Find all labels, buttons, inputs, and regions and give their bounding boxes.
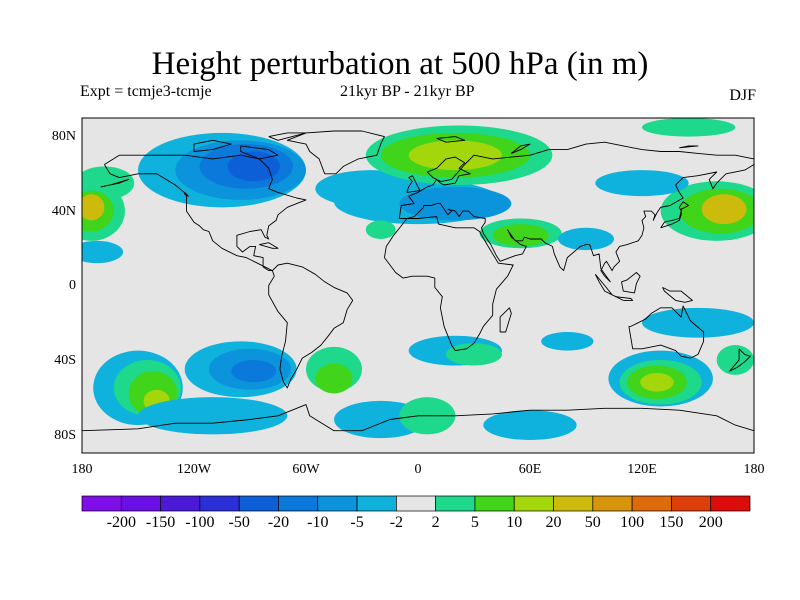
coastline-13 (621, 272, 641, 294)
colorbar-swatch-6 (317, 495, 358, 512)
coastline-1 (268, 262, 354, 389)
contour-region-15 (365, 220, 396, 239)
colorbar-label: -100 (185, 514, 215, 531)
colorbar-swatch-14 (631, 495, 672, 512)
contour-region-35 (138, 397, 288, 435)
colorbar-swatch-3 (199, 495, 240, 512)
contour-region-4 (82, 240, 124, 264)
coastline-6 (286, 130, 385, 175)
contour-region-8 (227, 151, 280, 182)
colorbar-label: -2 (389, 514, 404, 531)
plot-title: Height perturbation at 500 hPa (in m) (151, 46, 649, 82)
colorbar-label: 10 (506, 514, 523, 531)
lon-label-60e: 60E (518, 462, 542, 477)
colorbar-swatch-0 (81, 495, 122, 512)
map-frame (81, 117, 755, 454)
colorbar-label: -150 (145, 514, 176, 531)
colorbar-swatch-8 (396, 495, 436, 512)
lon-label-0: 0 (414, 462, 422, 477)
coastline-20 (193, 139, 232, 152)
colorbar-swatch-1 (120, 495, 161, 512)
coastline-4 (399, 164, 754, 283)
coastline-16 (259, 242, 279, 249)
coastline-9 (660, 201, 690, 229)
period-label: 21kyr BP - 21kyr BP (340, 83, 475, 100)
coastline-0 (104, 154, 307, 272)
contour-region-17 (492, 224, 549, 247)
contour-region-3 (82, 194, 105, 221)
colorbar-label: 200 (698, 514, 723, 531)
colorbar-label: 100 (620, 514, 645, 531)
lon-label-120w: 120W (176, 462, 212, 477)
colorbar (81, 495, 751, 512)
colorbar-label: -200 (106, 514, 136, 531)
colorbar-label: 50 (584, 514, 601, 531)
contour-region-32 (231, 359, 277, 383)
colorbar-swatch-5 (278, 495, 319, 512)
coastline-24 (679, 145, 699, 149)
contour-region-34 (315, 363, 353, 394)
colorbar-label: 2 (431, 514, 440, 531)
lat-label-40n: 40N (51, 204, 76, 219)
contour-region-21 (595, 170, 689, 197)
colorbar-swatch-4 (238, 495, 279, 512)
colorbar-swatch-12 (553, 495, 594, 512)
lat-label-0: 0 (69, 278, 76, 293)
height-perturbation-field (82, 118, 754, 453)
coastline-8 (406, 175, 421, 193)
coastline-2 (383, 216, 514, 352)
contour-region-45 (541, 332, 594, 351)
colorbar-swatch-2 (160, 495, 201, 512)
coastline-17 (184, 192, 189, 197)
lon-label-120e: 120E (627, 462, 657, 477)
lat-label-40s: 40S (54, 353, 76, 368)
coastline-5 (628, 305, 705, 359)
lon-label-180e: 180 (743, 462, 765, 477)
contour-region-25 (642, 307, 754, 338)
colorbar-swatch-9 (435, 495, 476, 512)
colorbar-label: 20 (545, 514, 562, 531)
contour-region-23 (558, 227, 614, 251)
colorbar-swatch-15 (671, 495, 712, 512)
colorbar-swatch-10 (474, 495, 515, 512)
coastline-23 (511, 143, 531, 154)
colorbar-label: -20 (267, 514, 290, 531)
coastline-19 (240, 145, 279, 160)
colorbar-label: -50 (228, 514, 250, 531)
lat-label-80s: 80S (54, 428, 76, 443)
colorbar-swatch-13 (592, 495, 633, 512)
colorbar-swatch-11 (513, 495, 554, 512)
lon-label-60w: 60W (292, 462, 320, 477)
colorbar-label: 5 (470, 514, 479, 531)
coastline-14 (662, 286, 693, 303)
experiment-label: Expt = tcmje3-tcmje (80, 83, 212, 100)
coastline-18 (100, 178, 130, 188)
contour-region-20 (701, 194, 747, 225)
contour-region-14 (408, 140, 503, 171)
contour-region-40 (483, 410, 577, 440)
colorbar-swatch-16 (710, 495, 751, 512)
colorbar-label: -5 (350, 514, 364, 531)
coastline-15 (729, 348, 751, 372)
season-label: DJF (729, 87, 756, 104)
contour-region-46 (716, 345, 754, 375)
contour-region-22 (642, 118, 736, 137)
colorbar-label: -10 (307, 514, 329, 531)
contour-region-44 (640, 372, 674, 392)
colorbar-label: 150 (659, 514, 684, 531)
contour-region-11 (399, 186, 512, 221)
coastline-10 (499, 307, 512, 333)
coastline-7 (82, 404, 754, 432)
coastline-21 (268, 132, 307, 141)
lon-label-180w: 180 (71, 462, 93, 477)
coastline-3 (398, 141, 754, 219)
coastline-22 (436, 136, 466, 143)
contour-region-39 (446, 343, 502, 366)
coastline-12 (615, 296, 634, 301)
coastlines (82, 130, 754, 432)
colorbar-swatch-7 (356, 495, 397, 512)
lat-label-80n: 80N (51, 129, 76, 144)
